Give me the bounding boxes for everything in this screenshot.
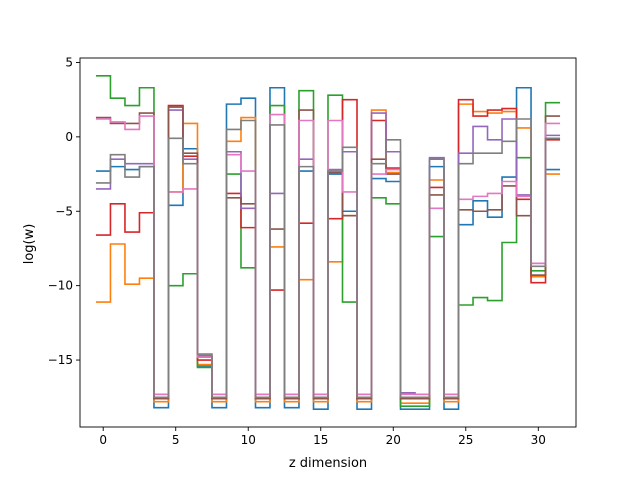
- x-tick-label: 0: [99, 433, 107, 447]
- x-tick-label: 30: [531, 433, 546, 447]
- axes-layer: 0 5 10 15 20 25 30 5 0 −5 −10 −15: [48, 55, 577, 447]
- x-axis-label: z dimension: [289, 456, 367, 471]
- series-line-8: [95, 118, 561, 399]
- y-tick-label: 0: [65, 130, 73, 144]
- y-axis-label: log(w): [22, 224, 37, 265]
- series-layer: [95, 75, 561, 410]
- y-tick-label: −10: [48, 279, 73, 293]
- series-line-1: [95, 86, 561, 410]
- y-tick-label: −5: [55, 204, 73, 218]
- y-tick-label: −15: [48, 353, 73, 367]
- x-tick-label: 20: [386, 433, 401, 447]
- x-tick-label: 15: [313, 433, 328, 447]
- x-tick-label: 25: [458, 433, 473, 447]
- x-tick-label: 10: [241, 433, 256, 447]
- y-tick-label: 5: [65, 55, 73, 69]
- axes-frame: [79, 57, 577, 428]
- x-tick-label: 5: [172, 433, 180, 447]
